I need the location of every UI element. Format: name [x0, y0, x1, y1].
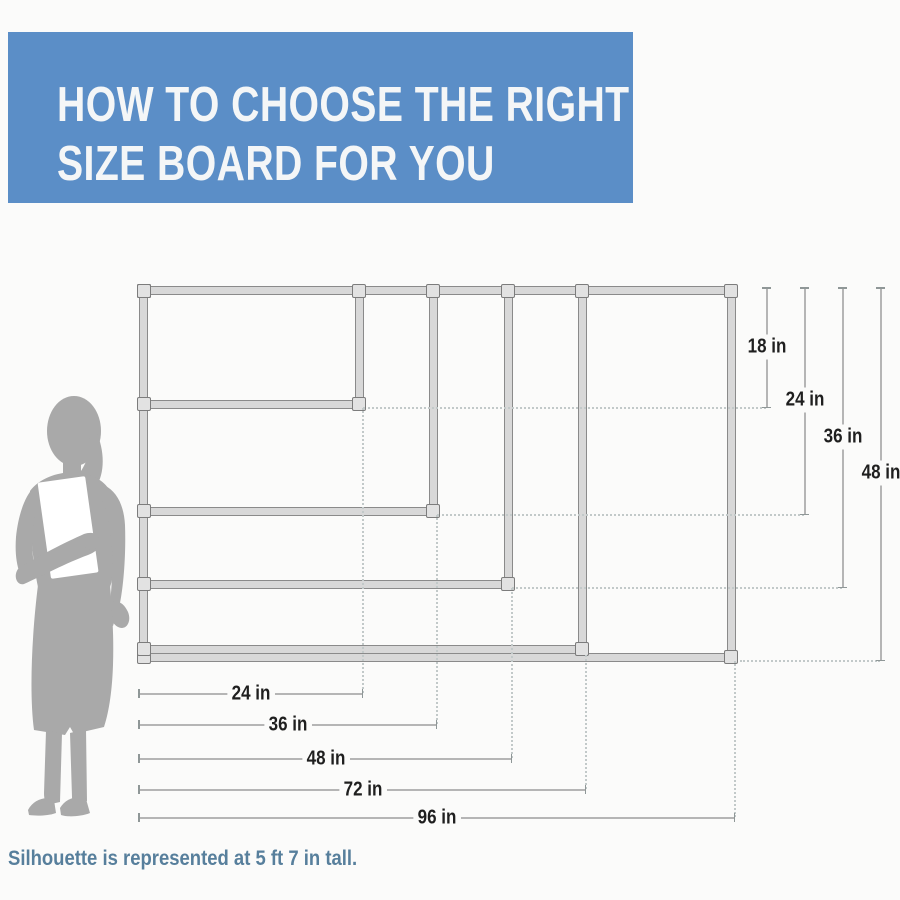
tick: [838, 287, 847, 289]
leader-dotted-24in-w: [362, 408, 364, 693]
frame-corner: [501, 577, 515, 591]
frame-corner: [352, 397, 366, 411]
width-label-72in: 72 in: [339, 777, 387, 803]
frame-corner: [575, 284, 589, 298]
frame-corner: [575, 642, 589, 656]
leader-dotted-96in-w: [734, 661, 736, 817]
height-label-24in: 24 in: [781, 387, 829, 413]
silhouette-skirt: [31, 585, 114, 735]
tick: [138, 813, 140, 822]
tick: [138, 720, 140, 729]
tick: [584, 785, 586, 794]
silhouette-right-arm: [94, 485, 126, 626]
leader-dotted-72in-w: [585, 655, 587, 789]
leader-dotted-48in-w: [511, 588, 513, 758]
frame-corner: [137, 397, 151, 411]
header-banner: HOW TO CHOOSE THE RIGHT SIZE BOARD FOR Y…: [8, 32, 633, 203]
tick: [361, 689, 363, 698]
tick: [733, 813, 735, 822]
silhouette-hand: [84, 536, 102, 550]
person-silhouette: [15, 396, 130, 817]
footer-note: Silhouette is represented at 5 ft 7 in t…: [8, 847, 358, 870]
tick: [800, 287, 809, 289]
silhouette-left-leg: [44, 731, 62, 805]
height-label-48in: 48 in: [857, 460, 900, 486]
frame-corner: [137, 577, 151, 591]
frame-corner: [352, 284, 366, 298]
leader-dotted-48in: [740, 660, 880, 662]
silhouette-right-foot: [60, 797, 90, 817]
silhouette-hair: [76, 431, 103, 487]
page-title: HOW TO CHOOSE THE RIGHT SIZE BOARD FOR Y…: [57, 76, 773, 194]
height-label-36in: 36 in: [819, 424, 867, 450]
tick: [838, 586, 847, 588]
width-label-48in: 48 in: [302, 746, 350, 772]
tick: [762, 287, 771, 289]
height-label-18in: 18 in: [743, 334, 791, 360]
frame-corner: [426, 284, 440, 298]
tick: [138, 689, 140, 698]
frame-corner: [724, 650, 738, 664]
frame-corner: [724, 284, 738, 298]
width-label-24in: 24 in: [227, 681, 275, 707]
leader-dotted-18in: [363, 407, 766, 409]
leader-dotted-24in: [437, 514, 804, 516]
tick: [762, 406, 771, 408]
silhouette-head: [47, 396, 101, 466]
tick: [435, 720, 437, 729]
silhouette-forearm: [15, 532, 101, 585]
silhouette-right-leg: [70, 729, 87, 805]
leader-dotted-36in: [512, 587, 842, 589]
frame-corner: [501, 284, 515, 298]
frame-corner: [426, 504, 440, 518]
frame-corner: [137, 642, 151, 656]
tick: [510, 754, 512, 763]
title-line-2: SIZE BOARD FOR YOU: [57, 137, 495, 191]
width-label-96in: 96 in: [413, 805, 461, 831]
silhouette-right-hand: [109, 601, 130, 628]
silhouette-left-arm: [15, 487, 40, 574]
tick: [876, 287, 885, 289]
tick: [138, 785, 140, 794]
frame-corner: [137, 284, 151, 298]
tick: [876, 659, 885, 661]
tick: [800, 513, 809, 515]
leader-dotted-36in-w: [436, 515, 438, 724]
title-line-1: HOW TO CHOOSE THE RIGHT: [57, 78, 630, 132]
silhouette-left-foot: [28, 798, 56, 816]
board-outline-24x18: [137, 284, 366, 411]
frame-corner: [137, 504, 151, 518]
width-label-36in: 36 in: [264, 712, 312, 738]
tick: [138, 754, 140, 763]
